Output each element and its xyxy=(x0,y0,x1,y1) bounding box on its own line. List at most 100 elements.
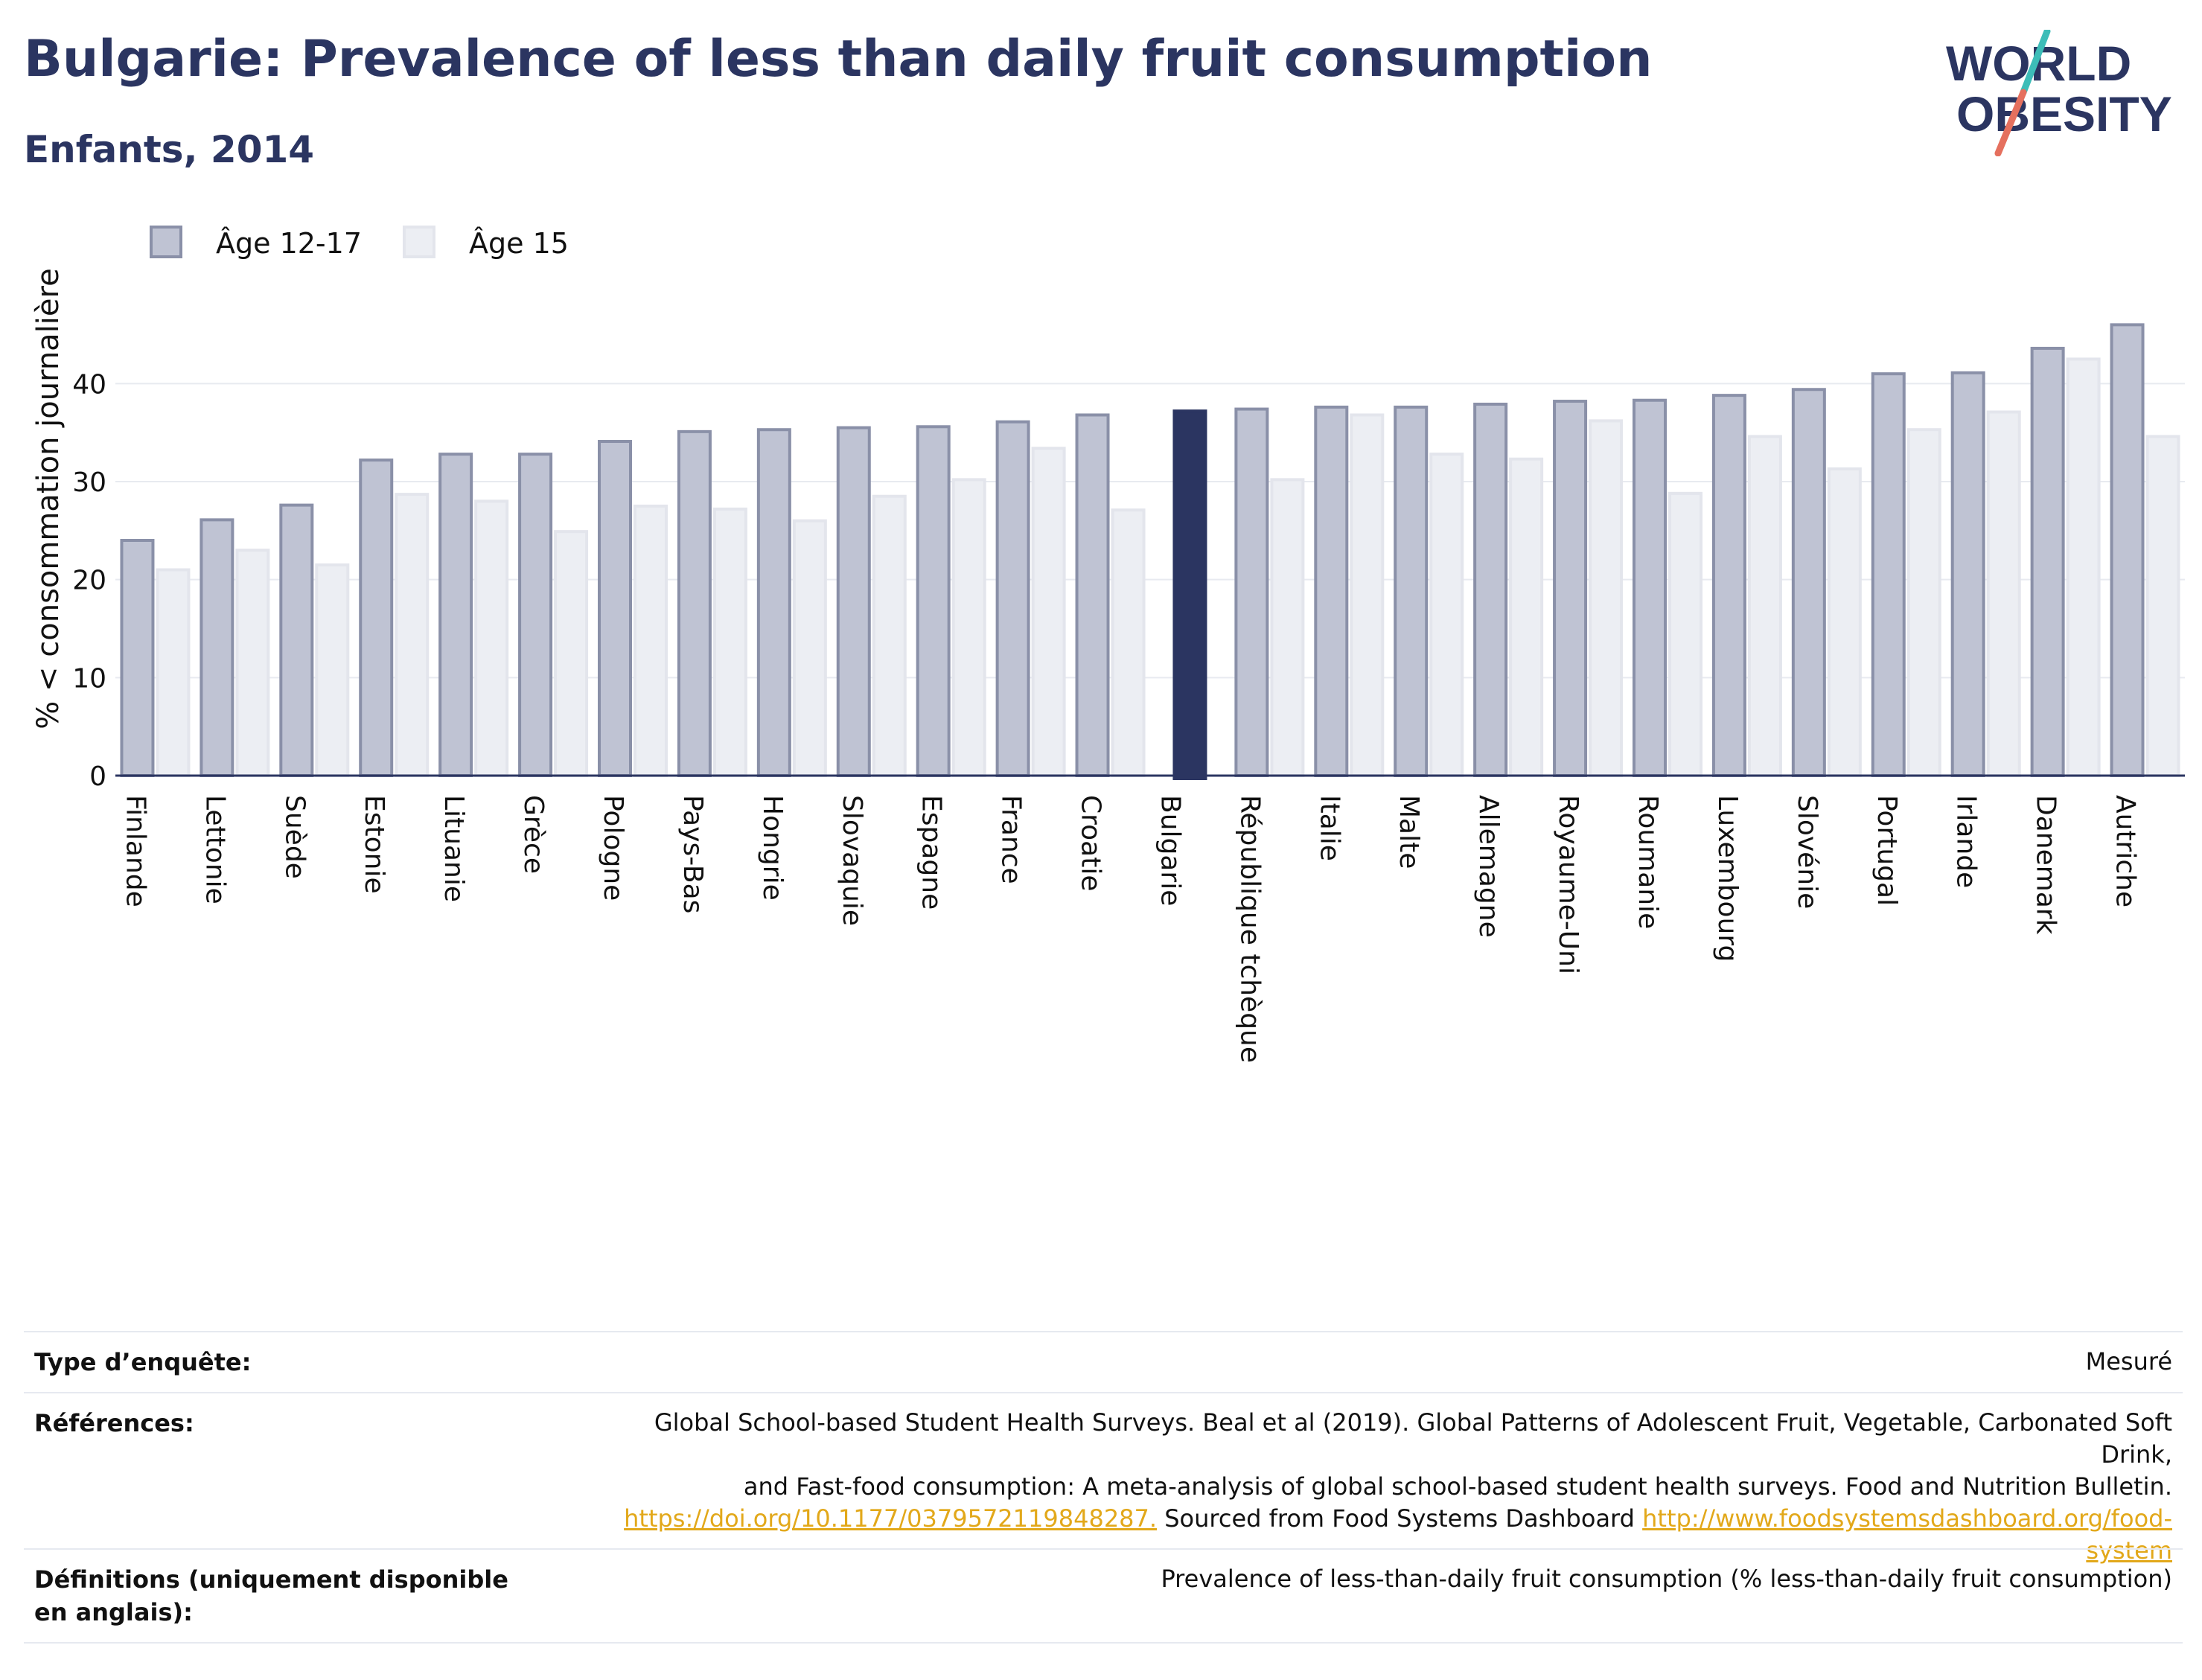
logo-slash-teal xyxy=(2020,30,2051,96)
bar-series-2-24 xyxy=(2066,357,2101,777)
chart-footer: Type d’enquête: Mesuré Références: Globa… xyxy=(24,1331,2183,1644)
doi-link[interactable]: https://doi.org/10.1177/0379572119848287… xyxy=(624,1504,1158,1533)
x-tick-label: Suède xyxy=(279,795,310,879)
legend-swatch-series-2 xyxy=(403,226,435,258)
x-tick-label: Italie xyxy=(1314,795,1344,861)
bar-series-2-7 xyxy=(712,507,747,777)
x-tick-label: Slovénie xyxy=(1792,795,1822,909)
y-tick-label: 10 xyxy=(72,663,106,694)
bar-series-1-16 xyxy=(1394,405,1429,778)
references-line-2: and Fast-food consumption: A meta-analys… xyxy=(743,1472,2172,1501)
x-tick-label: Estonie xyxy=(359,795,389,894)
x-tick-label: Malte xyxy=(1394,795,1424,869)
bar-series-2-9 xyxy=(872,494,907,777)
world-obesity-logo: WORLD OBESITY xyxy=(1946,30,2172,156)
bar-series-2-11 xyxy=(1031,447,1066,777)
bar-series-1-17 xyxy=(1473,402,1508,777)
bar-series-1-6 xyxy=(598,440,632,777)
x-tick-label: Lettonie xyxy=(200,795,230,904)
chart-legend: Âge 12-17 Âge 15 xyxy=(150,226,569,260)
bar-series-1-2 xyxy=(279,503,314,777)
dashboard-link-part-1[interactable]: http://www.foodsystemsdashboard.org/food… xyxy=(1642,1504,2172,1533)
x-tick-label: Pologne xyxy=(598,795,628,901)
bar-series-2-16 xyxy=(1429,453,1464,778)
bar-series-2-25 xyxy=(2145,435,2180,778)
y-tick-label: 20 xyxy=(72,566,106,596)
bar-series-1-10 xyxy=(916,425,951,777)
y-tick-label: 0 xyxy=(89,761,106,792)
bar-series-2-3 xyxy=(395,493,430,777)
bar-series-1-25 xyxy=(2110,323,2145,778)
bar-series-1-19 xyxy=(1633,398,1667,777)
bar-series-2-6 xyxy=(634,504,668,778)
x-tick-label: Espagne xyxy=(916,795,947,910)
bar-series-2-0 xyxy=(156,568,191,777)
x-tick-label: Autriche xyxy=(2110,795,2141,907)
bar-series-1-1 xyxy=(200,518,234,777)
x-tick-label: Allemagne xyxy=(1473,795,1504,938)
x-tick-label: France xyxy=(996,795,1027,884)
bar-series-2-23 xyxy=(1986,410,2021,777)
bar-series-1-13 xyxy=(1172,409,1207,780)
references-line-1: Global School-based Student Health Surve… xyxy=(654,1408,2172,1469)
y-tick-label: 40 xyxy=(72,369,106,400)
legend-label-series-2: Âge 15 xyxy=(469,227,569,260)
x-tick-label: Lituanie xyxy=(438,795,469,902)
footer-row-references: Références: Global School-based Student … xyxy=(24,1392,2183,1565)
bar-series-2-14 xyxy=(1270,478,1305,777)
bar-series-1-18 xyxy=(1553,400,1588,777)
y-tick-label: 30 xyxy=(72,467,106,498)
bar-series-1-11 xyxy=(995,420,1030,778)
x-tick-label: Luxembourg xyxy=(1712,795,1743,962)
logo-obesity-text: OBESITY xyxy=(1956,86,2172,141)
bar-series-1-23 xyxy=(1950,371,1985,778)
y-axis-title: % < consommation journalière xyxy=(31,268,66,729)
x-tick-label: Pays-Bas xyxy=(677,795,708,913)
x-tick-label: Slovaquie xyxy=(837,795,867,926)
bar-series-1-21 xyxy=(1791,388,1826,777)
bar-series-1-7 xyxy=(677,429,712,777)
logo-slash-coral xyxy=(1994,89,2027,156)
references-mid-text: Sourced from Food Systems Dashboard xyxy=(1157,1504,1643,1533)
bar-series-2-12 xyxy=(1111,508,1146,778)
bar-series-1-14 xyxy=(1234,407,1269,777)
chart-subtitle: Enfants, 2014 xyxy=(24,128,315,171)
legend-label-series-1: Âge 12-17 xyxy=(216,227,362,260)
bar-series-2-2 xyxy=(315,563,350,778)
bar-series-2-20 xyxy=(1747,435,1782,778)
x-tick-label: Portugal xyxy=(1871,795,1902,906)
footer-value-survey-type: Mesuré xyxy=(2085,1347,2172,1376)
bar-series-2-18 xyxy=(1589,419,1624,777)
footer-value-definitions: Prevalence of less-than-daily fruit cons… xyxy=(1161,1565,2172,1593)
footer-label-survey-type: Type d’enquête: xyxy=(34,1348,252,1376)
bar-series-1-8 xyxy=(756,428,791,777)
x-tick-label: Irlande xyxy=(1951,795,1982,888)
dashboard-link-part-2[interactable]: system xyxy=(2086,1536,2172,1565)
bar-series-1-4 xyxy=(438,453,473,778)
footer-row-definitions: Définitions (uniquement disponible en an… xyxy=(24,1548,2183,1644)
bar-series-2-21 xyxy=(1827,467,1862,778)
x-tick-label: Danemark xyxy=(2031,795,2061,935)
x-tick-label: Finlande xyxy=(120,795,150,907)
x-tick-label: Royaume-Uni xyxy=(1553,795,1583,974)
bar-series-2-17 xyxy=(1509,457,1544,777)
bar-series-2-4 xyxy=(474,499,509,777)
bar-series-2-22 xyxy=(1906,428,1941,777)
chart-title: Bulgarie: Prevalence of less than daily … xyxy=(24,30,1653,89)
bar-series-1-12 xyxy=(1075,413,1110,777)
references-line-4: system xyxy=(609,1535,2172,1567)
bar-chart: Âge 12-17 Âge 15 % < consommation journa… xyxy=(31,226,2185,1063)
bar-series-1-24 xyxy=(2030,346,2065,777)
bar-series-2-15 xyxy=(1350,413,1385,777)
footer-row-survey-type: Type d’enquête: Mesuré xyxy=(24,1331,2183,1393)
bar-series-2-5 xyxy=(554,530,589,778)
bar-series-2-1 xyxy=(235,549,270,778)
bar-series-1-22 xyxy=(1871,372,1906,777)
bar-series-1-3 xyxy=(359,459,394,777)
footer-label-references: Références: xyxy=(34,1409,194,1437)
bar-series-1-20 xyxy=(1711,394,1746,778)
x-tick-label: Grèce xyxy=(518,795,549,874)
x-tick-label: Hongrie xyxy=(757,795,788,901)
footer-value-references: Global School-based Student Health Surve… xyxy=(609,1407,2172,1567)
references-line-3: https://doi.org/10.1177/0379572119848287… xyxy=(609,1503,2172,1535)
